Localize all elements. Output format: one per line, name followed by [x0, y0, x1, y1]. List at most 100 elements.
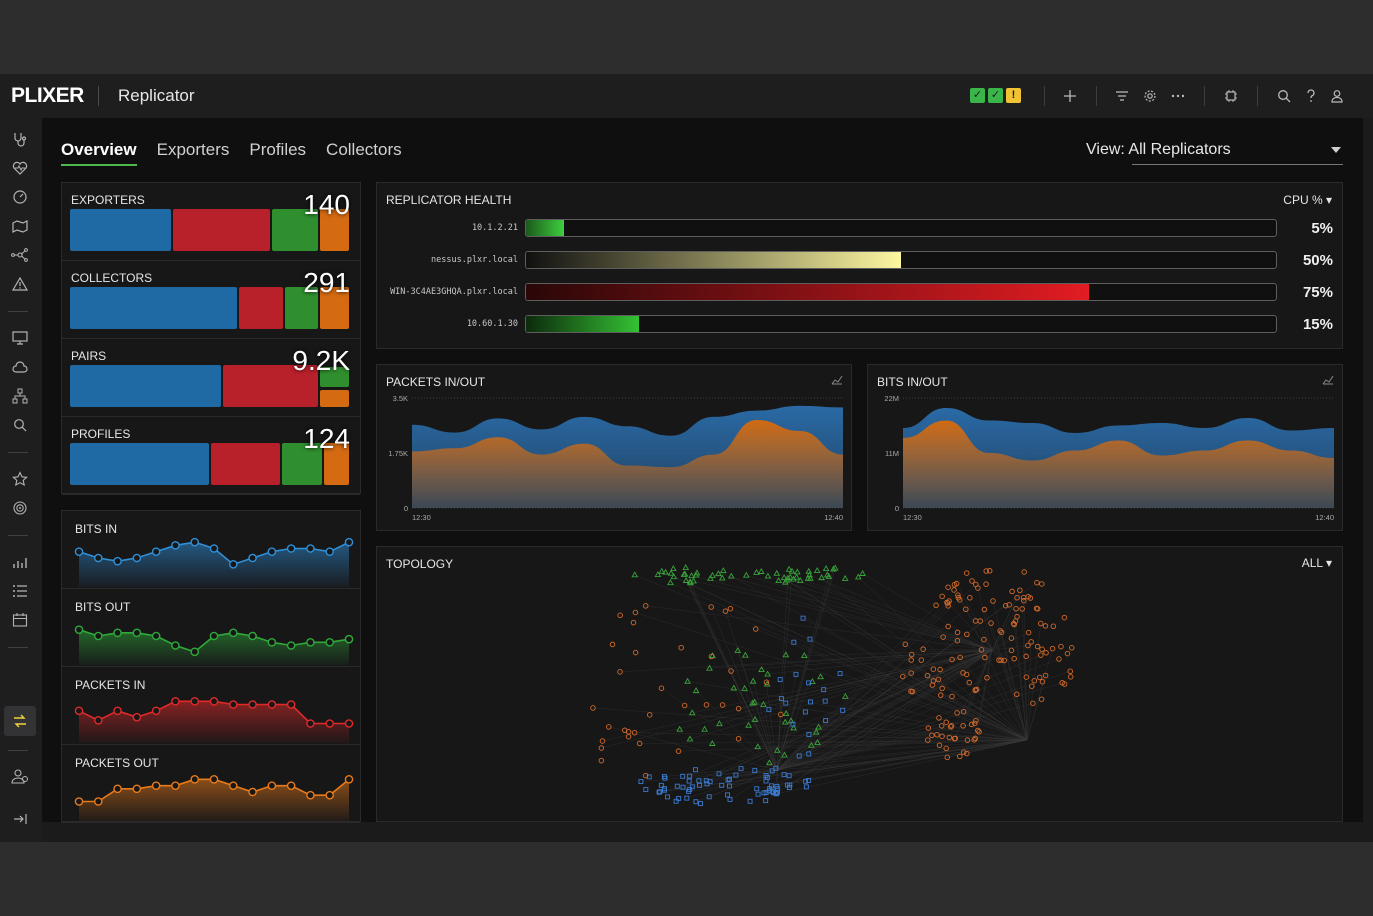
- sparkline-point[interactable]: [325, 547, 335, 556]
- topology-node[interactable]: [1058, 643, 1064, 650]
- sparkline-point[interactable]: [344, 537, 354, 547]
- topology-node[interactable]: [945, 623, 951, 630]
- topology-node[interactable]: [701, 725, 708, 732]
- topology-node[interactable]: [662, 568, 669, 575]
- sparkline-point[interactable]: [228, 628, 238, 638]
- topology-node[interactable]: [934, 732, 940, 738]
- topology-node[interactable]: [1025, 629, 1032, 636]
- topology-node[interactable]: [708, 604, 714, 610]
- topology-node[interactable]: [954, 710, 960, 716]
- topology-node[interactable]: [686, 778, 692, 784]
- topology-node[interactable]: [933, 602, 939, 609]
- topology-node[interactable]: [946, 734, 953, 741]
- sparkline-point[interactable]: [306, 638, 315, 647]
- topology-node[interactable]: [817, 673, 824, 680]
- topology-node[interactable]: [960, 708, 967, 715]
- sparkline-point[interactable]: [306, 719, 315, 728]
- sparkline-row[interactable]: PACKETS IN: [62, 667, 360, 745]
- area-series[interactable]: [412, 420, 843, 508]
- topology-node[interactable]: [966, 679, 972, 686]
- topology-node[interactable]: [733, 772, 739, 778]
- topology-node[interactable]: [939, 685, 945, 692]
- topology-node[interactable]: [802, 709, 808, 715]
- topology-node[interactable]: [752, 768, 758, 774]
- topology-node[interactable]: [662, 787, 667, 793]
- topology-node[interactable]: [775, 789, 780, 795]
- replicator-host[interactable]: 10.1.2.21: [471, 223, 518, 233]
- topology-node[interactable]: [908, 670, 914, 676]
- topology-node[interactable]: [814, 739, 821, 746]
- topology-node[interactable]: [938, 723, 945, 729]
- topology-node[interactable]: [722, 608, 729, 614]
- topology-node[interactable]: [1008, 635, 1015, 641]
- topology-node[interactable]: [763, 790, 769, 795]
- topology-node[interactable]: [745, 721, 752, 728]
- chip-icon[interactable]: [1220, 85, 1242, 107]
- sparkline-point[interactable]: [74, 547, 84, 556]
- topology-node[interactable]: [997, 628, 1003, 634]
- sparkline-point[interactable]: [325, 638, 335, 647]
- more-icon[interactable]: [1167, 85, 1189, 107]
- topology-node[interactable]: [1067, 668, 1073, 674]
- topology-node[interactable]: [998, 657, 1004, 663]
- topology-node[interactable]: [777, 677, 783, 683]
- topology-node[interactable]: [955, 592, 961, 598]
- tab-collectors[interactable]: Collectors: [326, 140, 402, 159]
- sparkline-point[interactable]: [113, 628, 122, 638]
- topology-node[interactable]: [675, 748, 682, 754]
- topology-node[interactable]: [800, 652, 808, 659]
- sparkline-point[interactable]: [267, 700, 277, 709]
- sparkline-row[interactable]: PACKETS OUT: [62, 745, 360, 823]
- topology-node[interactable]: [967, 595, 973, 601]
- topology-node[interactable]: [590, 705, 596, 711]
- topology-node[interactable]: [806, 571, 813, 578]
- topology-node[interactable]: [1049, 645, 1056, 652]
- topology-node[interactable]: [1034, 606, 1041, 612]
- topology-node[interactable]: [727, 776, 733, 782]
- topology-node[interactable]: [764, 572, 772, 579]
- topology-node[interactable]: [719, 702, 726, 708]
- sparkline-point[interactable]: [209, 775, 219, 784]
- topology-node[interactable]: [749, 699, 756, 706]
- topology-node[interactable]: [754, 786, 760, 792]
- calendar-icon[interactable]: [8, 609, 32, 631]
- sparkline-point[interactable]: [93, 631, 103, 641]
- replicator-host[interactable]: WIN-3C4AE3GHQA.plxr.local: [390, 287, 518, 297]
- topology-node[interactable]: [707, 779, 713, 785]
- topology-node[interactable]: [781, 751, 788, 758]
- topology-node[interactable]: [719, 567, 727, 574]
- topology-node[interactable]: [687, 773, 693, 779]
- topology-node[interactable]: [1039, 646, 1045, 653]
- sparkline-point[interactable]: [93, 797, 103, 806]
- topology-node[interactable]: [940, 634, 946, 640]
- topology-node[interactable]: [670, 573, 678, 580]
- topology-graph[interactable]: [387, 555, 1332, 815]
- status-indicators[interactable]: ✓ ✓ !: [970, 88, 1021, 103]
- sparkline-point[interactable]: [190, 537, 200, 547]
- topology-node[interactable]: [646, 712, 653, 718]
- topology-node[interactable]: [818, 574, 825, 581]
- topology-node[interactable]: [960, 749, 967, 756]
- topology-node[interactable]: [1006, 602, 1012, 608]
- topology-node[interactable]: [1039, 581, 1045, 587]
- topology-node[interactable]: [706, 664, 713, 671]
- topology-node[interactable]: [763, 773, 769, 778]
- topology-node[interactable]: [809, 678, 816, 685]
- sparkline-point[interactable]: [228, 700, 238, 709]
- topology-node[interactable]: [790, 724, 797, 731]
- topology-node[interactable]: [780, 574, 788, 581]
- topology-node[interactable]: [680, 773, 686, 779]
- topology-node[interactable]: [804, 574, 812, 581]
- topology-node[interactable]: [763, 679, 770, 686]
- alert-icon[interactable]: [8, 273, 32, 295]
- topology-node[interactable]: [1014, 594, 1020, 601]
- topology-node[interactable]: [1023, 653, 1029, 660]
- chart-type-icon[interactable]: [831, 375, 843, 388]
- topology-node[interactable]: [825, 572, 833, 579]
- sparkline-point[interactable]: [171, 697, 180, 706]
- topology-node[interactable]: [1010, 620, 1017, 627]
- topology-node[interactable]: [976, 729, 982, 735]
- topology-node[interactable]: [725, 777, 731, 783]
- plus-icon[interactable]: [1059, 85, 1081, 107]
- topology-node[interactable]: [1030, 700, 1036, 707]
